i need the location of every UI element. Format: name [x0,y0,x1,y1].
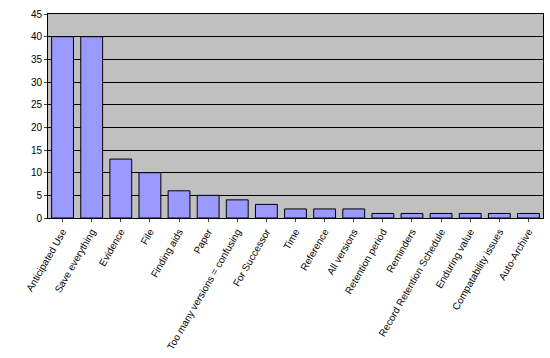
svg-text:40: 40 [31,31,43,42]
svg-text:Record Retention Schedule: Record Retention Schedule [376,227,447,339]
svg-text:Reference: Reference [298,227,331,273]
svg-text:20: 20 [31,122,43,133]
svg-text:Too many versions = confusing: Too many versions = confusing [165,227,243,352]
svg-text:Evidence: Evidence [97,227,127,269]
svg-text:Enduring value: Enduring value [433,227,476,291]
svg-text:For Successor: For Successor [231,226,273,288]
svg-text:5: 5 [36,190,42,201]
svg-text:Anticipated Use: Anticipated Use [24,227,69,294]
svg-text:Time: Time [281,227,302,252]
svg-text:15: 15 [31,145,43,156]
svg-text:Paper: Paper [191,226,214,255]
svg-text:Save everything: Save everything [52,227,97,295]
svg-text:35: 35 [31,54,43,65]
svg-text:Finding aids: Finding aids [149,227,185,279]
svg-text:0: 0 [36,213,42,224]
svg-text:File: File [138,227,156,247]
svg-text:10: 10 [31,167,43,178]
svg-text:Compatability issues: Compatability issues [450,227,505,312]
svg-text:45: 45 [31,9,43,20]
svg-text:25: 25 [31,99,43,110]
svg-text:30: 30 [31,77,43,88]
svg-text:Retention period: Retention period [343,227,389,296]
svg-text:Reminders: Reminders [384,227,418,274]
svg-text:Auto-Archive: Auto-Archive [496,227,534,282]
svg-text:All versions: All versions [325,227,360,277]
